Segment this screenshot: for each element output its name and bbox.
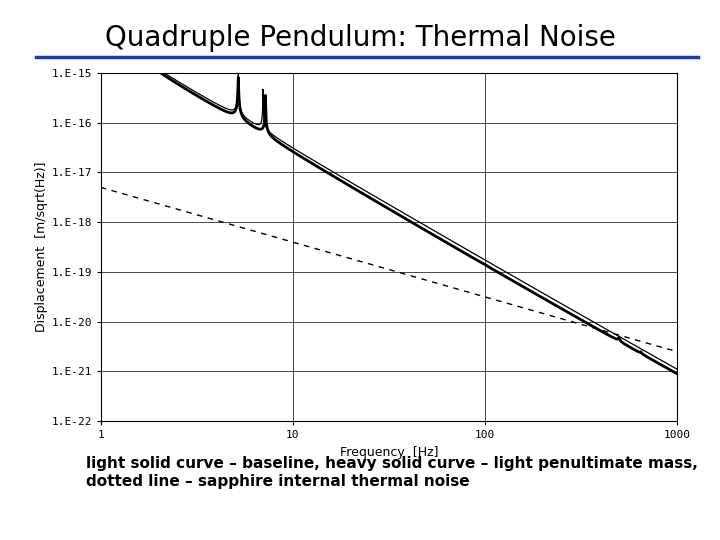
Text: light solid curve – baseline, heavy solid curve – light penultimate mass,
dotted: light solid curve – baseline, heavy soli… bbox=[86, 456, 698, 489]
Text: Quadruple Pendulum: Thermal Noise: Quadruple Pendulum: Thermal Noise bbox=[104, 24, 616, 52]
X-axis label: Frequency  [Hz]: Frequency [Hz] bbox=[340, 446, 438, 459]
Y-axis label: Displacement  [m/sqrt(Hz)]: Displacement [m/sqrt(Hz)] bbox=[35, 162, 48, 332]
